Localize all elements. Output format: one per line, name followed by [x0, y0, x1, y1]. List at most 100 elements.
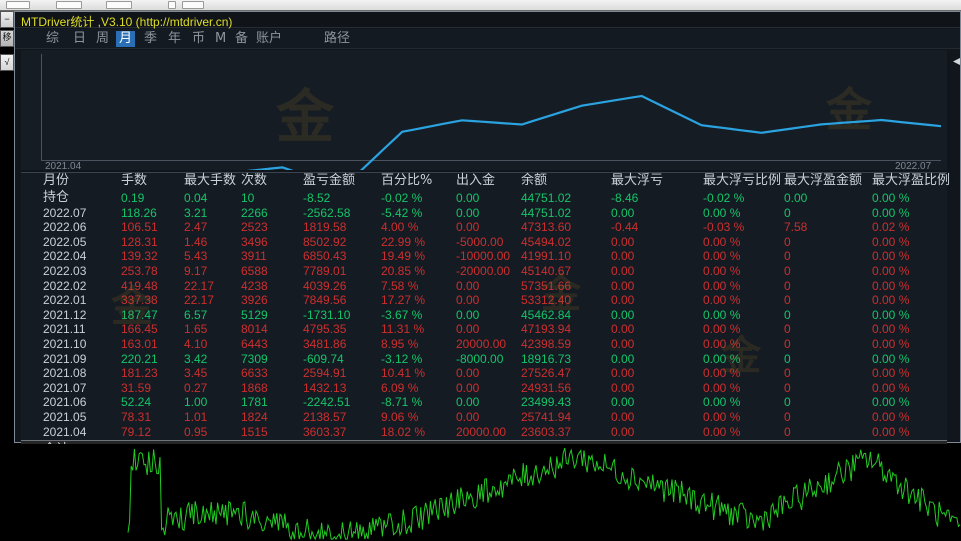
table-row[interactable]: 2021.08 181.23 3.45 6633 2594.91 10.41 % 0.00 2…	[21, 365, 947, 381]
cell-r2-c4: 1819.58	[303, 220, 347, 235]
cell-r9-c1: 166.45	[121, 322, 158, 337]
table-row[interactable]: 2021.09 220.21 3.42 7309 -609.74 -3.12 % -8000…	[21, 351, 947, 367]
menu-item-6[interactable]: 币	[192, 31, 206, 46]
cell-r15-c11: 0.00 %	[872, 410, 910, 424]
cell-r3-c0: 2022.05	[43, 234, 87, 249]
cell-r9-c5: 11.31 %	[381, 322, 425, 337]
menu-item-7[interactable]: M	[215, 31, 227, 46]
cell-r8-c6: 0.00	[456, 307, 480, 322]
column-header-8: 最大浮亏	[611, 173, 664, 188]
cell-r15-c5: 9.06 %	[381, 410, 419, 424]
cell-r15-c4: 2138.57	[303, 410, 347, 424]
cell-r12-c3: 6633	[241, 366, 268, 381]
cell-r12-c10: 0	[784, 366, 791, 381]
table-row[interactable]: 2021.04 79.12 0.95 1515 3603.37 18.02 % 20000.…	[21, 424, 947, 440]
column-header-3: 次数	[241, 173, 268, 188]
menu-item-4[interactable]: 季	[144, 31, 158, 46]
cell-r3-c1: 128.31	[121, 234, 158, 249]
cell-r13-c6: 0.00	[456, 380, 480, 395]
cell-r0-c6: 0.00	[456, 191, 480, 205]
table-row[interactable]: 2022.01 337.38 22.17 3926 7849.56 17.27 % 0.00…	[21, 292, 947, 308]
cell-r16-c5: 18.02 %	[381, 424, 426, 439]
cell-r3-c5: 22.99 %	[381, 234, 426, 249]
cell-r0-c9: -0.02 %	[703, 191, 745, 205]
menu-item-0[interactable]: 综	[46, 31, 60, 46]
table-row[interactable]: 2022.07 118.26 3.21 2266 -2562.58 -5.42 % 0.00…	[21, 205, 947, 221]
cell-r4-c0: 2022.04	[43, 249, 87, 264]
cell-r6-c4: 4039.26	[303, 278, 347, 293]
table-row[interactable]: 2022.02 419.48 22.17 4238 4039.26 7.58 % 0.00 5…	[21, 278, 947, 294]
statistics-table: 月份 手数 最大手数 次数 盈亏金额 百分比% 出入金 余额 最大浮亏 最大浮亏比例 最大浮盈金额最…	[21, 172, 950, 458]
cell-r0-c3: 10	[241, 191, 255, 205]
menu-item-2[interactable]: 周	[96, 31, 110, 46]
equity-chart: 金 金 2021.04 2022.07	[21, 50, 947, 172]
chart-scroll-nub[interactable]	[953, 58, 960, 65]
toolbar-button-2[interactable]	[56, 1, 82, 9]
table-row[interactable]: 2022.03 253.78 9.17 6588 7789.01 20.85 % -2000…	[21, 263, 947, 279]
cell-r1-c10: 0	[784, 205, 791, 220]
menu-item-3[interactable]: 月	[116, 31, 136, 47]
table-row[interactable]: 2021.12 187.47 6.57 5129 -1731.10 -3.67 % 0.00…	[21, 307, 947, 323]
cell-r14-c1: 52.24	[121, 395, 152, 410]
cell-r2-c0: 2022.06	[43, 220, 87, 235]
toolbar-button-4[interactable]	[168, 1, 176, 9]
table-header-row: 月份 手数 最大手数 次数 盈亏金额 百分比% 出入金 余额 最大浮亏 最大浮亏比例 最大浮盈金额最…	[21, 173, 950, 189]
cell-r4-c8: 0.00	[611, 249, 635, 264]
cell-r6-c5: 7.58 %	[381, 278, 419, 293]
column-header-6: 出入金	[456, 173, 496, 188]
cell-r12-c6: 0.00	[456, 366, 480, 381]
cell-r14-c3: 1781	[241, 395, 268, 410]
cell-r2-c7: 47313.60	[521, 220, 572, 235]
cell-r10-c9: 0.00 %	[703, 337, 741, 351]
table-row[interactable]: 2021.10 163.01 4.10 6443 3481.86 8.95 % 20000.…	[21, 336, 947, 352]
cell-r8-c8: 0.00	[611, 307, 635, 322]
cell-r0-c8: -8.46	[611, 191, 639, 205]
cell-r6-c7: 57351.66	[521, 278, 572, 293]
menu-item-10[interactable]: 路径	[324, 31, 351, 46]
table-row[interactable]: 2021.11 166.45 1.65 8014 4795.35 11.31 % 0.00 4…	[21, 321, 947, 337]
cell-r4-c10: 0	[784, 249, 791, 264]
cell-r16-c7: 23603.37	[521, 424, 572, 439]
toolbar-button-1[interactable]	[6, 1, 30, 9]
cell-r4-c1: 139.32	[121, 249, 158, 264]
toolbar-button-3[interactable]	[106, 1, 132, 9]
cell-r5-c8: 0.00	[611, 264, 635, 278]
toolbar-button-5[interactable]	[182, 1, 204, 9]
table-row[interactable]: 2021.05 78.31 1.01 1824 2138.57 9.06 % 0.00 257…	[21, 409, 947, 425]
move-button[interactable]: 移	[0, 30, 14, 47]
cell-r9-c3: 8014	[241, 322, 268, 337]
table-row[interactable]: 2021.06 52.24 1.00 1781 -2242.51 -8.71 % 0.00 2…	[21, 394, 947, 410]
table-row[interactable]: 2021.07 31.59 0.27 1868 1432.13 6.09 % 0.00 249…	[21, 380, 947, 396]
menu-item-8[interactable]: 备	[235, 31, 249, 46]
table-row[interactable]: 2022.04 139.32 5.43 3911 6850.43 19.49 % -1000…	[21, 248, 947, 264]
table-row[interactable]: 2022.05 128.31 1.46 3496 8502.92 22.99 % -5000…	[21, 234, 947, 250]
cell-r8-c5: -3.67 %	[381, 307, 423, 322]
table-row[interactable]: 2022.06 106.51 2.47 2523 1819.58 4.00 % 0.00 47…	[21, 219, 947, 235]
menu-item-9[interactable]: 账户	[256, 31, 283, 46]
cell-r2-c1: 106.51	[121, 220, 158, 235]
cell-r7-c1: 337.38	[121, 293, 158, 308]
cell-r16-c0: 2021.04	[43, 424, 87, 439]
chart-y-axis	[41, 54, 42, 160]
cell-r13-c5: 6.09 %	[381, 380, 419, 395]
cell-r6-c10: 0	[784, 278, 791, 293]
cell-r15-c2: 1.01	[184, 410, 208, 424]
cell-r11-c5: -3.12 %	[381, 351, 423, 366]
minimize-button[interactable]: −	[0, 11, 14, 28]
cell-r13-c2: 0.27	[184, 380, 208, 395]
cell-r7-c4: 7849.56	[303, 293, 347, 308]
cell-r10-c2: 4.10	[184, 337, 208, 351]
cell-r0-c11: 0.00 %	[872, 191, 910, 205]
check-button[interactable]: √	[0, 54, 14, 71]
chart-x-end-label: 2022.07	[895, 161, 932, 172]
cell-r9-c9: 0.00 %	[703, 322, 741, 337]
menu-item-5[interactable]: 年	[168, 31, 182, 46]
table-row[interactable]: 持仓 0.19 0.04 10 -8.52 -0.02 % 0.00 44751.02 -8.4…	[21, 190, 947, 206]
cell-r15-c9: 0.00 %	[703, 410, 741, 424]
cell-r10-c5: 8.95 %	[381, 337, 419, 351]
cell-r8-c3: 5129	[241, 307, 268, 322]
chart-x-axis	[41, 160, 941, 161]
cell-r10-c11: 0.00 %	[872, 337, 910, 351]
menu-item-1[interactable]: 日	[73, 31, 87, 46]
cell-r1-c1: 118.26	[121, 205, 157, 220]
